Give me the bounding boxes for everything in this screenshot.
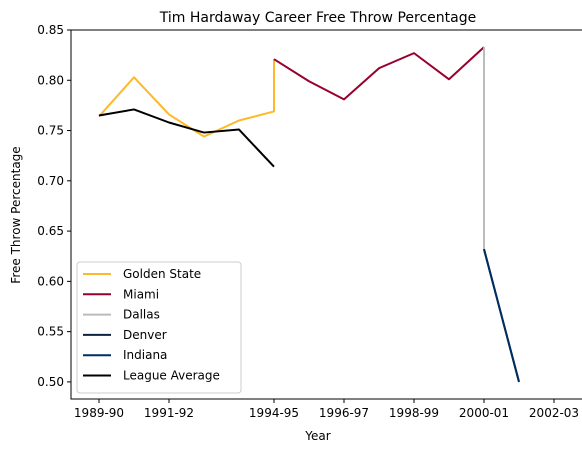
legend-label-golden-state: Golden State [123,267,201,281]
legend-label-dallas: Dallas [123,308,160,322]
x-tick-label: 1998-99 [389,406,439,420]
y-tick-label: 0.80 [37,73,64,87]
x-axis: 1989-90 1991-92 1994-95 1996-97 1998-99 2000-… [74,399,579,420]
y-axis: 0.50 0.55 0.60 0.65 0.70 0.75 0.80 0.85 [37,23,71,389]
legend-label-league-average: League Average [123,369,220,383]
y-tick-label: 0.55 [37,325,64,339]
x-tick-label: 1996-97 [319,406,369,420]
y-tick-label: 0.50 [37,375,64,389]
chart-title: Tim Hardaway Career Free Throw Percentag… [159,10,476,26]
plot-area [98,46,520,383]
x-tick-label: 1989-90 [74,406,124,420]
x-tick-label: 1991-92 [144,406,194,420]
plot-frame [70,29,582,400]
x-axis-title: Year [304,429,330,443]
x-tick-label: 2000-01 [459,406,509,420]
x-tick-label: 2002-03 [529,406,579,420]
legend-label-miami: Miami [123,287,159,301]
series-line-miami [273,46,485,101]
legend-label-indiana: Indiana [123,348,167,362]
legend-label-denver: Denver [123,328,167,342]
legend: Golden State Miami Dallas Denver Indiana Leag… [76,261,242,394]
legend-box [76,261,242,394]
y-tick-label: 0.60 [37,274,64,288]
y-tick-label: 0.65 [37,224,64,238]
y-tick-label: 0.75 [37,124,64,138]
y-tick-label: 0.70 [37,174,64,188]
x-tick-label: 1994-95 [249,406,299,420]
y-axis-title: Free Throw Percentage [9,146,23,283]
series-line-league-average [98,108,275,168]
series-line-indiana [483,248,520,383]
series-line-golden-state [98,59,275,138]
y-tick-label: 0.85 [37,23,64,37]
